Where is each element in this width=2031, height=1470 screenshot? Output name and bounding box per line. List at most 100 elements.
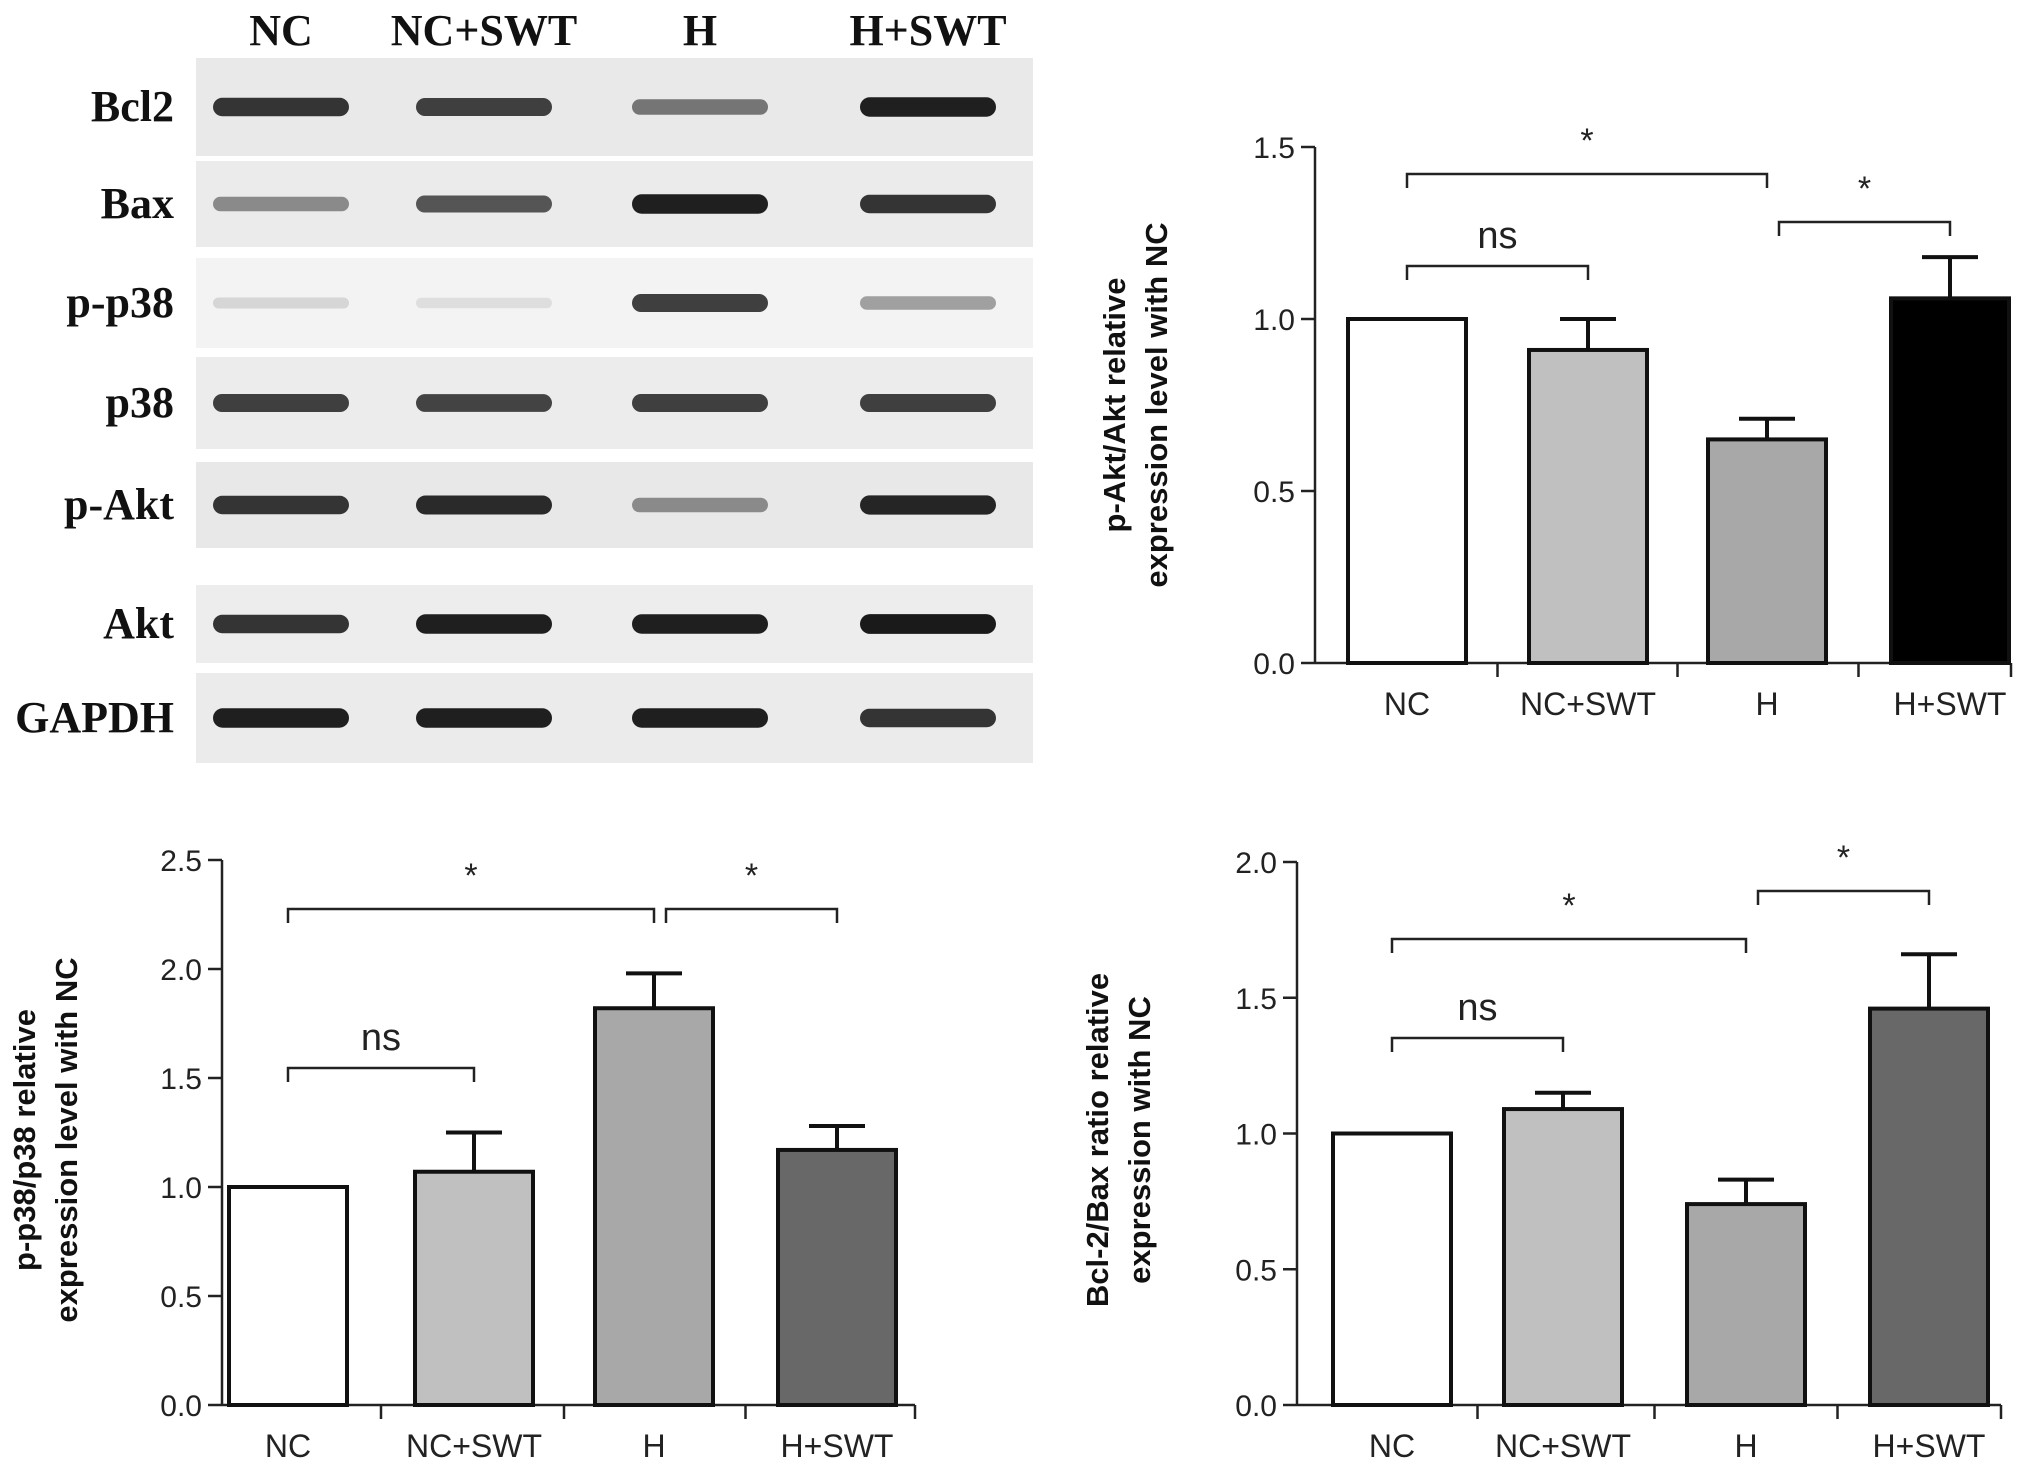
y-tick-label: 1.5 xyxy=(160,1063,202,1096)
blot-band xyxy=(860,97,996,117)
y-tick-label: 0.5 xyxy=(1235,1254,1277,1287)
bar xyxy=(1889,296,2011,665)
blot-band xyxy=(213,614,349,634)
blot-band xyxy=(632,99,768,115)
bar xyxy=(1868,1006,1990,1407)
blot-band xyxy=(213,708,349,728)
significance-bracket xyxy=(664,907,839,923)
western-blot-panel: NC NC+SWT H H+SWT Bcl2 Bax p-p38 p38 p-Akt Akt GAP… xyxy=(15,6,1033,763)
significance-label: * xyxy=(745,857,758,895)
bar xyxy=(1331,1131,1453,1407)
blot-row-label: p-Akt xyxy=(64,480,174,529)
significance-bracket xyxy=(1756,889,1931,905)
significance-bracket xyxy=(1390,937,1748,953)
chart-bcl2-bax: 0.0 0.5 1.0 1.5 2.0 NC NC+SWT H H+SWT ns * * Bcl-2/B… xyxy=(1080,839,2003,1464)
y-axis-label-line: p-p38/p38 relative xyxy=(7,1009,42,1271)
y-tick-label: 0.0 xyxy=(1235,1390,1277,1423)
blot-band xyxy=(632,708,768,728)
significance-label: ns xyxy=(1457,987,1497,1029)
significance-bracket xyxy=(1390,1036,1565,1052)
blot-band xyxy=(632,614,768,634)
blot-band xyxy=(632,294,768,312)
blot-band xyxy=(213,97,349,117)
y-tick-label: 1.0 xyxy=(1235,1119,1277,1152)
y-tick-label: 1.5 xyxy=(1253,132,1295,165)
blot-row-label: Bcl2 xyxy=(91,82,174,131)
bar xyxy=(593,1006,715,1407)
bar xyxy=(1346,317,1468,665)
blot-band xyxy=(860,614,996,634)
x-tick-label: H+SWT xyxy=(1894,686,2007,722)
x-tick-label: NC+SWT xyxy=(406,1428,542,1464)
blot-row-label: GAPDH xyxy=(15,693,174,742)
significance-label: * xyxy=(1858,170,1871,208)
blot-lane-label: H xyxy=(683,6,717,55)
bar xyxy=(1502,1107,1624,1407)
blot-band xyxy=(632,394,768,412)
significance-label: * xyxy=(1562,887,1575,925)
x-tick-label: NC+SWT xyxy=(1520,686,1656,722)
y-axis-label-line: expression with NC xyxy=(1122,996,1157,1284)
x-tick-label: NC xyxy=(1369,1428,1415,1464)
significance-label: ns xyxy=(1477,215,1517,257)
x-tick-label: NC xyxy=(265,1428,311,1464)
blot-band xyxy=(416,394,552,412)
y-axis-label-line: expression level with NC xyxy=(49,957,84,1322)
significance-label: * xyxy=(1580,122,1593,160)
bar xyxy=(1706,437,1828,665)
y-tick-label: 1.5 xyxy=(1235,983,1277,1016)
y-axis-label-line: Bcl-2/Bax ratio relative xyxy=(1080,973,1115,1307)
y-axis-label: Bcl-2/Bax ratio relative expression with … xyxy=(1080,973,1157,1307)
significance-bracket xyxy=(1405,264,1590,280)
x-tick-label: H+SWT xyxy=(781,1428,894,1464)
blot-band xyxy=(860,394,996,412)
y-axis-label: p-p38/p38 relative expression level with … xyxy=(7,957,84,1322)
significance-bracket xyxy=(1777,220,1952,236)
x-tick-label: H xyxy=(1755,686,1778,722)
y-tick-label: 2.5 xyxy=(160,845,202,878)
significance-bracket xyxy=(286,1066,476,1082)
blot-band xyxy=(213,297,349,309)
y-tick-label: 1.0 xyxy=(1253,304,1295,337)
blot-band xyxy=(213,394,349,412)
y-tick-label: 0.0 xyxy=(160,1390,202,1423)
blot-band xyxy=(416,98,552,116)
blot-band xyxy=(416,195,552,213)
blot-band xyxy=(213,495,349,515)
blot-band xyxy=(860,495,996,515)
bar xyxy=(1685,1202,1807,1407)
y-tick-label: 2.0 xyxy=(160,954,202,987)
significance-label: * xyxy=(1837,839,1850,877)
y-tick-label: 0.5 xyxy=(160,1281,202,1314)
blot-row-label: Bax xyxy=(101,179,174,228)
blot-band xyxy=(416,614,552,634)
blot-band xyxy=(860,296,996,310)
blot-row-label: Akt xyxy=(103,599,174,648)
blot-band xyxy=(632,194,768,214)
blot-row-label: p-p38 xyxy=(66,278,174,327)
x-tick-label: H+SWT xyxy=(1873,1428,1986,1464)
bar xyxy=(227,1185,349,1407)
bar xyxy=(776,1147,898,1407)
y-axis-label: p-Akt/Akt relative expression level with … xyxy=(1097,222,1174,587)
x-tick-label: NC xyxy=(1384,686,1430,722)
y-axis-label-line: expression level with NC xyxy=(1139,222,1174,587)
significance-label: * xyxy=(464,857,477,895)
blot-band xyxy=(632,497,768,513)
blot-band xyxy=(213,196,349,212)
significance-label: ns xyxy=(361,1017,401,1059)
y-tick-label: 0.0 xyxy=(1253,648,1295,681)
x-tick-label: H xyxy=(642,1428,665,1464)
blot-band xyxy=(416,708,552,728)
blot-row-label: p38 xyxy=(106,378,174,427)
bar xyxy=(413,1169,535,1407)
y-tick-label: 2.0 xyxy=(1235,847,1277,880)
significance-bracket xyxy=(1405,172,1769,188)
chart-pakt-akt: 0.0 0.5 1.0 1.5 NC NC+SWT H H+SWT ns * * p-Akt/Akt … xyxy=(1097,122,2013,722)
blot-band xyxy=(860,708,996,728)
y-tick-label: 1.0 xyxy=(160,1172,202,1205)
blot-band xyxy=(416,297,552,309)
blot-lane-label: NC xyxy=(249,6,313,55)
bar xyxy=(1527,347,1649,665)
